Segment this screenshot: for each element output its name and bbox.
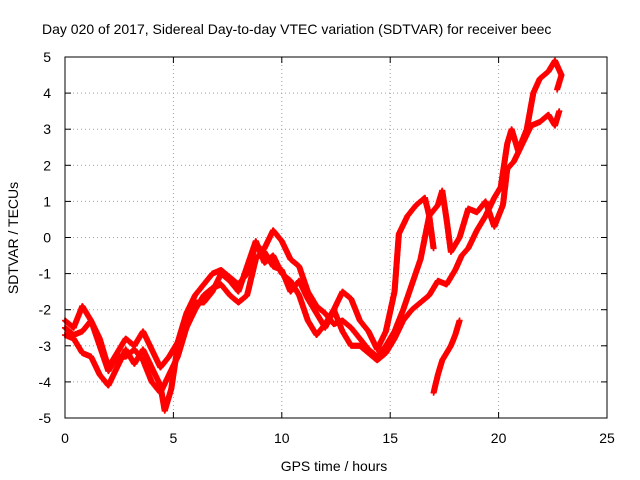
y-tick-label: 5 [43, 49, 51, 65]
x-tick-label: 5 [170, 430, 178, 446]
y-tick-label: -4 [39, 374, 52, 390]
y-tick-label: 1 [43, 193, 51, 209]
y-tick-label: 0 [43, 230, 51, 246]
y-tick-label: -2 [39, 302, 52, 318]
y-axis-label: SDTVAR / TECUs [5, 182, 21, 294]
y-tick-label: 3 [43, 121, 51, 137]
y-tick-label: -5 [39, 410, 52, 426]
y-tick-label: -3 [39, 338, 52, 354]
x-tick-label: 0 [61, 430, 69, 446]
data-points [62, 57, 565, 414]
x-axis-label: GPS time / hours [281, 458, 388, 474]
y-tick-label: 2 [43, 157, 51, 173]
chart-title: Day 020 of 2017, Sidereal Day-to-day VTE… [42, 21, 551, 37]
x-tick-label: 10 [274, 430, 290, 446]
data-point [456, 317, 463, 324]
y-tick-labels: -5 -4 -3 -2 -1 0 1 2 3 4 5 [39, 49, 52, 426]
x-tick-label: 15 [382, 430, 398, 446]
data-point [556, 108, 563, 115]
x-tick-labels: 0 5 10 15 20 25 [61, 430, 615, 446]
x-tick-label: 20 [491, 430, 507, 446]
data-point [430, 245, 437, 252]
data-point [554, 86, 561, 93]
x-tick-label: 25 [599, 430, 615, 446]
axis-ticks [64, 56, 608, 419]
y-tick-label: -1 [39, 266, 52, 282]
y-tick-label: 4 [43, 85, 51, 101]
